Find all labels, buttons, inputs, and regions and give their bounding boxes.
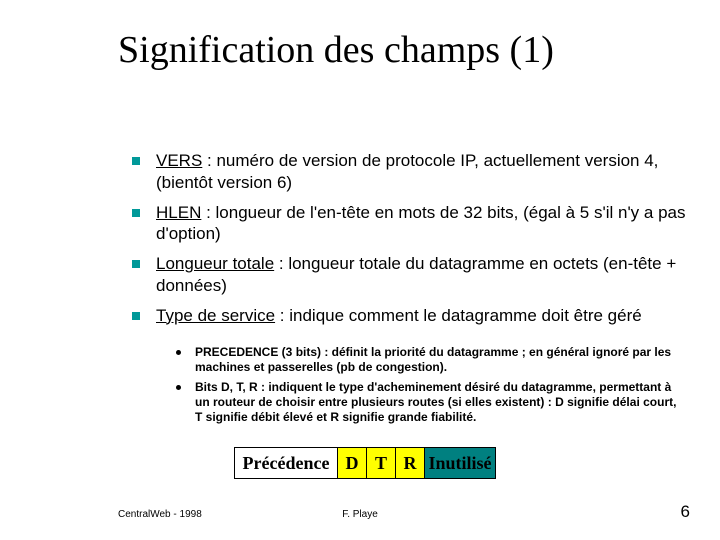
- list-item: Type de service : indique comment le dat…: [132, 305, 687, 327]
- desc: : indique comment le datagramme doit êtr…: [275, 306, 642, 325]
- footer-page: 6: [681, 502, 690, 522]
- list-item: PRECEDENCE (3 bits) : définit la priorit…: [176, 345, 686, 376]
- term: HLEN: [156, 203, 201, 222]
- dot-bullet-icon: [176, 350, 181, 355]
- sub-item-text: Bits D, T, R : indiquent le type d'achem…: [195, 380, 686, 426]
- tos-cell-t: T: [367, 448, 396, 479]
- slide-title: Signification des champs (1): [118, 28, 554, 72]
- tos-cell-unused: Inutilisé: [425, 448, 496, 479]
- list-item: Bits D, T, R : indiquent le type d'achem…: [176, 380, 686, 426]
- sub-bullet-list: PRECEDENCE (3 bits) : définit la priorit…: [176, 345, 686, 430]
- list-item: VERS : numéro de version de protocole IP…: [132, 150, 687, 194]
- tos-table: Précédence D T R Inutilisé: [234, 447, 496, 479]
- term: Type de service: [156, 306, 275, 325]
- term: VERS: [156, 151, 202, 170]
- square-bullet-icon: [132, 209, 140, 217]
- desc: : longueur de l'en-tête en mots de 32 bi…: [156, 203, 686, 244]
- dot-bullet-icon: [176, 385, 181, 390]
- tos-cell-r: R: [396, 448, 425, 479]
- square-bullet-icon: [132, 312, 140, 320]
- list-item-text: Longueur totale : longueur totale du dat…: [156, 253, 687, 297]
- slide: Signification des champs (1) VERS : numé…: [0, 0, 720, 540]
- main-bullet-list: VERS : numéro de version de protocole IP…: [132, 150, 687, 334]
- square-bullet-icon: [132, 157, 140, 165]
- square-bullet-icon: [132, 260, 140, 268]
- list-item-text: Type de service : indique comment le dat…: [156, 305, 642, 327]
- tos-cell-precedence: Précédence: [235, 448, 338, 479]
- sub-item-text: PRECEDENCE (3 bits) : définit la priorit…: [195, 345, 686, 376]
- tos-cell-d: D: [338, 448, 367, 479]
- term: Longueur totale: [156, 254, 274, 273]
- list-item-text: HLEN : longueur de l'en-tête en mots de …: [156, 202, 687, 246]
- list-item: Longueur totale : longueur totale du dat…: [132, 253, 687, 297]
- footer-center: F. Playe: [0, 509, 720, 520]
- list-item: HLEN : longueur de l'en-tête en mots de …: [132, 202, 687, 246]
- list-item-text: VERS : numéro de version de protocole IP…: [156, 150, 687, 194]
- desc: : numéro de version de protocole IP, act…: [156, 151, 658, 192]
